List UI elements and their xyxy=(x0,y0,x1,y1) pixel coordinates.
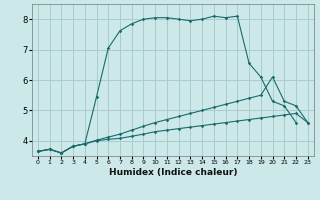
X-axis label: Humidex (Indice chaleur): Humidex (Indice chaleur) xyxy=(108,168,237,177)
